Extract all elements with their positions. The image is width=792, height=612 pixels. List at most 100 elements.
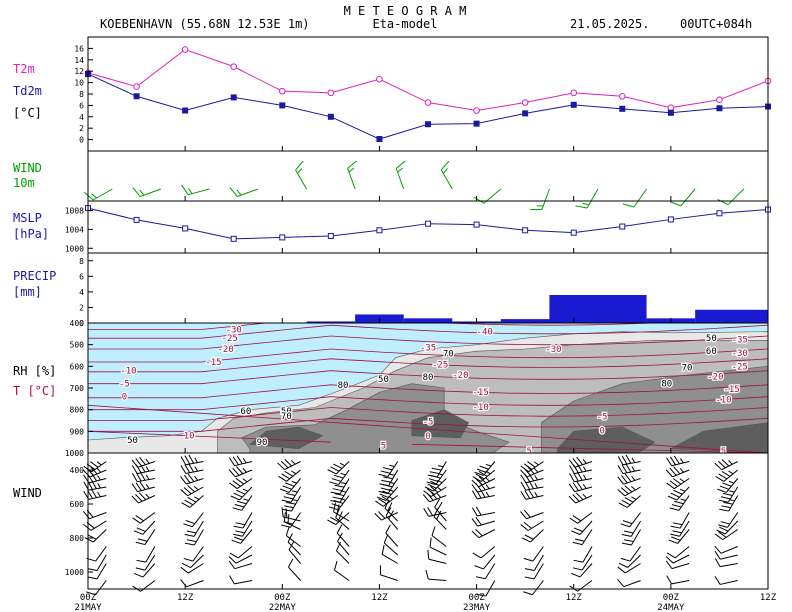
wind-profile-barb-flag: [383, 476, 393, 480]
t2m-point: [230, 63, 238, 70]
wind-profile-barb-flag: [135, 464, 142, 474]
t2m-point: [521, 99, 529, 106]
wind-profile-barb-flag: [714, 558, 721, 567]
wind-profile-barb-flag: [527, 461, 536, 468]
wind-profile-barb-flag: [666, 552, 676, 559]
wind10m-barb: [633, 188, 647, 208]
wind-profile-barb: [235, 554, 253, 564]
wind10m-barb-flag: [669, 201, 682, 207]
wind-profile-barb-flag: [474, 565, 484, 570]
wind-profile-barb-flag: [576, 463, 583, 473]
wind-profile-barb: [381, 553, 398, 564]
wind-profile-barb-flag: [232, 467, 240, 476]
wind-profile-barb-flag: [620, 523, 630, 528]
wind-profile-barb: [385, 515, 399, 530]
wind-profile-barb-flag: [183, 523, 193, 528]
wind-profile-barb: [385, 486, 399, 501]
wind-profile-barb-flag: [728, 480, 735, 484]
t2m-point: [278, 87, 286, 95]
wind-profile-barb-flag: [427, 483, 437, 489]
temp-contour-label: -35: [732, 335, 748, 345]
temp-contour-label: -30: [226, 326, 242, 336]
rh-contour-label: 70: [682, 363, 693, 373]
wind-profile-barb-flag: [333, 500, 344, 504]
wind-profile-barb-flag: [672, 530, 682, 534]
mslp-point: [327, 232, 334, 239]
wind-profile-barb: [138, 495, 156, 504]
wind-profile-barb-flag: [184, 455, 191, 465]
wind-profile-barb-flag: [381, 544, 385, 555]
temp-contour-label: 0: [425, 432, 430, 442]
wind-profile-barb: [428, 558, 447, 564]
wind-profile-barb: [282, 516, 301, 522]
wind-profile-barb: [575, 495, 593, 504]
wind-profile-barb-flag: [242, 478, 248, 483]
wind-profile-barb: [525, 495, 544, 500]
wind-profile-barb-flag: [380, 487, 391, 491]
wind-profile-barb: [532, 580, 544, 596]
wind-profile-barb: [579, 563, 593, 578]
wind-profile-barb: [335, 517, 350, 530]
wind-profile-barb: [672, 469, 690, 478]
wind-profile-barb-flag: [385, 507, 392, 517]
mslp-ytick-label: 1004: [65, 225, 84, 234]
wind-profile-barb-flag: [723, 492, 733, 496]
mslp-point: [522, 227, 529, 234]
wind-profile-barb-flag: [582, 483, 587, 489]
wind10m-barb: [541, 188, 550, 210]
wind-profile-barb-flag: [277, 462, 285, 470]
wind-profile-barb-flag: [181, 562, 191, 569]
wind-profile-barb-flag: [720, 521, 730, 525]
t-label: T [°C]: [13, 384, 56, 398]
wind10m-barb: [92, 188, 113, 201]
td2m-point: [182, 107, 189, 114]
precip-label: PRECIP: [13, 269, 56, 283]
wind-profile-barb: [477, 512, 495, 517]
wind-profile-barb-flag: [193, 485, 199, 491]
wind-profile-barb-flag: [286, 501, 296, 505]
wind-profile-barb: [433, 516, 447, 530]
wind-profile-barb: [239, 486, 253, 501]
wind-profile-barb: [234, 461, 253, 467]
wind-profile-barb-flag: [631, 457, 636, 463]
mslp-point: [425, 220, 431, 227]
wind-profile-barb-flag: [673, 489, 683, 495]
wind-profile-barb-flag: [436, 493, 442, 498]
temp-isotherm-low: [411, 443, 768, 453]
wind-profile-barb-flag: [333, 474, 344, 479]
wind-profile-barb-flag: [380, 470, 391, 474]
wind-profile-barb-flag: [84, 537, 94, 543]
rh-contour-label: 70: [443, 349, 454, 359]
wind-profile-barb-flag: [229, 575, 235, 585]
wind-profile-barb-flag: [478, 471, 488, 477]
wind-profile-barb: [335, 461, 350, 475]
td2m-point: [230, 94, 237, 101]
temp-contour-label: -5: [119, 380, 130, 390]
wind-profile-barb-flag: [340, 472, 346, 476]
wind-profile-barb-flag: [340, 490, 347, 493]
wind-profile-barb-flag: [571, 530, 581, 535]
wind-profile-barb: [623, 478, 641, 485]
wind-profile-barb: [723, 469, 739, 482]
wind-profile-barb: [724, 520, 739, 535]
wind-profile-barb-flag: [575, 492, 584, 501]
wind-profile-barb-flag: [139, 463, 146, 473]
wind10m-barb-flag: [181, 184, 189, 195]
wind-profile-barb-flag: [379, 493, 389, 498]
wind-profile-barb-flag: [624, 485, 633, 493]
wind-profile-barb-flag: [138, 492, 147, 500]
forecast-run: 00UTC+084h: [680, 17, 752, 31]
wind-profile-barb-flag: [180, 566, 189, 574]
wind-profile-barb: [380, 574, 398, 581]
wind-profile-barb: [95, 546, 107, 562]
wind-profile-barb: [88, 495, 107, 500]
td2m-point: [376, 136, 383, 143]
wind-profile-barb-flag: [479, 465, 489, 470]
wind-profile-barb-flag: [145, 493, 150, 499]
wind-profile-barb-flag: [228, 469, 236, 478]
wind-profile-barb: [333, 511, 350, 522]
t2m-point: [376, 75, 383, 83]
wind-profile-barb: [137, 461, 156, 468]
wind-profile-barb-flag: [135, 567, 146, 571]
wind-profile-barb: [284, 461, 301, 471]
